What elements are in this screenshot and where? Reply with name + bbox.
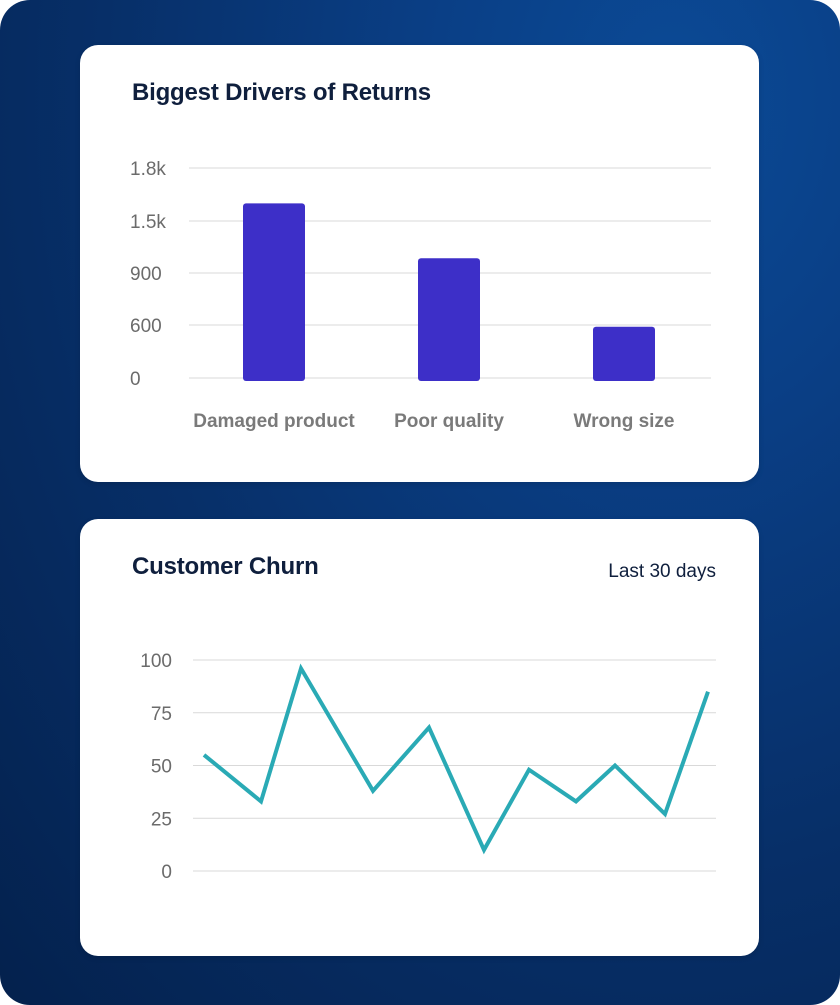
x-category-label: Wrong size	[574, 411, 675, 432]
returns-chart-title: Biggest Drivers of Returns	[132, 79, 431, 106]
y-tick-label: 1.5k	[130, 212, 166, 233]
y-tick-label: 75	[151, 704, 172, 725]
y-tick-label: 100	[140, 651, 172, 672]
y-tick-label: 900	[130, 264, 162, 285]
bar	[593, 326, 655, 381]
returns-chart-card: Biggest Drivers of Returns 0 600 900 1.5k 1.…	[80, 45, 759, 482]
bar	[418, 258, 480, 381]
churn-period-label: Last 30 days	[608, 561, 716, 582]
y-tick-label: 0	[161, 862, 172, 883]
returns-bar-chart: 0 600 900 1.5k 1.8k Damaged product Poor quali…	[130, 159, 711, 432]
y-tick-label: 1.8k	[130, 159, 166, 180]
x-category-label: Poor quality	[394, 411, 504, 432]
y-tick-label: 600	[130, 316, 162, 337]
churn-line-chart: 0 25 50 75 100	[140, 651, 716, 883]
x-category-label: Damaged product	[193, 411, 355, 432]
churn-chart-card: Customer Churn Last 30 days 0 25 50 75 100	[80, 519, 759, 956]
y-tick-label: 25	[151, 809, 172, 830]
churn-chart-title: Customer Churn	[132, 553, 319, 580]
y-tick-label: 50	[151, 757, 172, 778]
bar	[243, 203, 305, 381]
y-tick-label: 0	[130, 369, 141, 390]
churn-series-line	[202, 663, 710, 855]
